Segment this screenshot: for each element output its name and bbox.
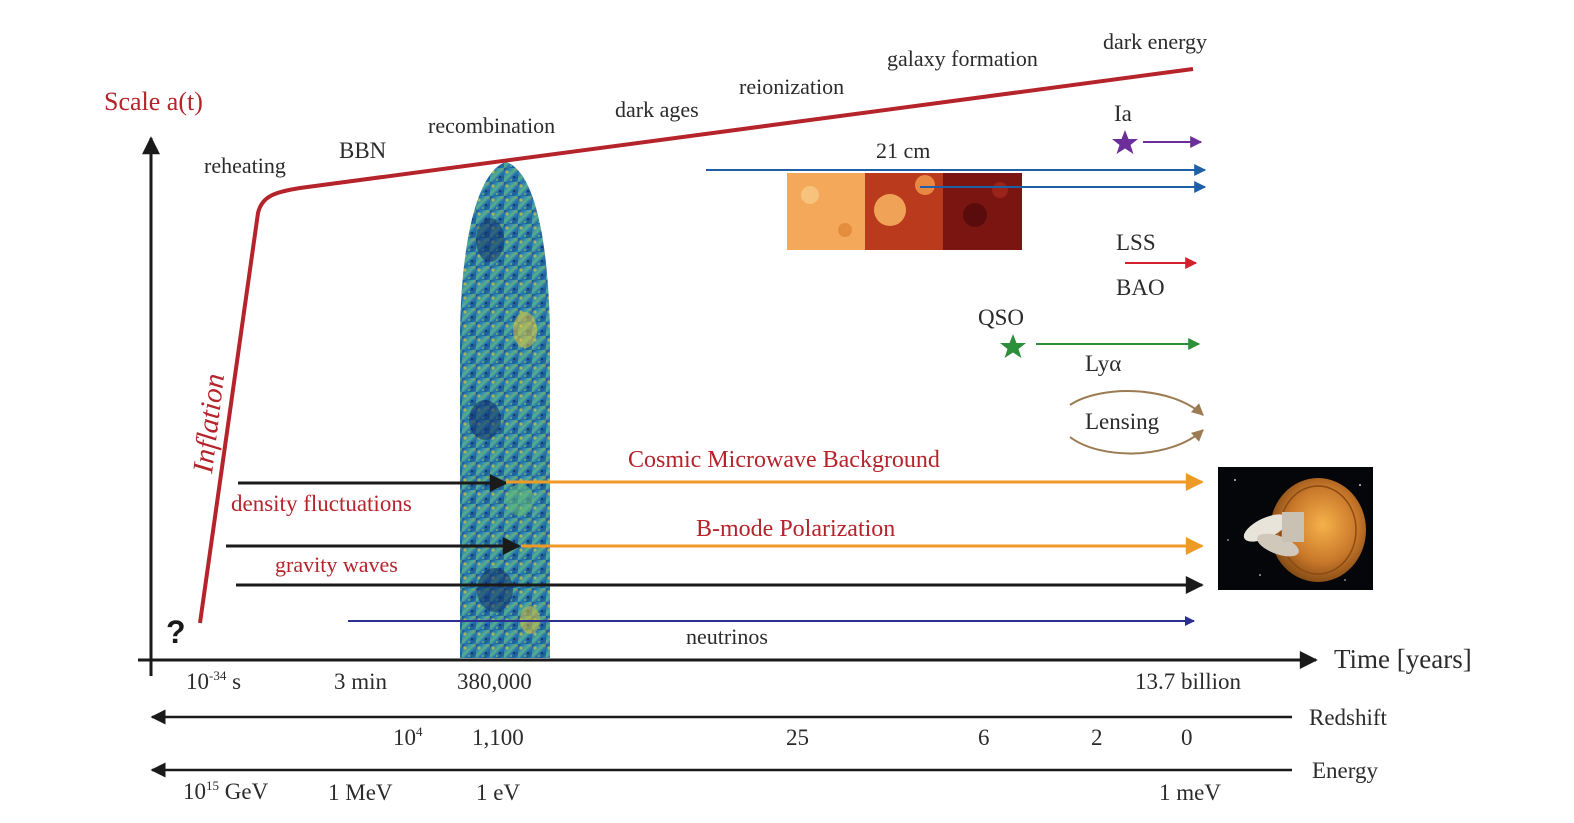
epoch-reionization: reionization bbox=[739, 74, 844, 99]
probe-gravity-label: gravity waves bbox=[275, 552, 398, 577]
probe-cmb-label: Cosmic Microwave Background bbox=[628, 447, 940, 473]
probe-21cm-label: 21 cm bbox=[876, 138, 930, 163]
epoch-galaxy-formation: galaxy formation bbox=[887, 46, 1038, 71]
energy-tick-ev: 1 eV bbox=[476, 780, 520, 805]
time-tick-planck: 10-34 s bbox=[186, 668, 241, 694]
probe-qso-label: QSO bbox=[978, 305, 1024, 330]
redshift-tick-0: 0 bbox=[1181, 725, 1193, 750]
time-tick-13-7-billion: 13.7 billion bbox=[1135, 669, 1242, 694]
energy-tick-mev: 1 MeV bbox=[328, 780, 393, 805]
time-tick-3min: 3 min bbox=[334, 669, 388, 694]
supernova-star-icon bbox=[1112, 130, 1138, 154]
redshift-tick-1100: 1,100 bbox=[472, 725, 524, 750]
energy-axis-label: Energy bbox=[1312, 758, 1379, 783]
scale-axis-label: Scale a(t) bbox=[104, 87, 203, 116]
redshift-tick-10e4: 104 bbox=[393, 724, 423, 750]
lensing-arrow-lower bbox=[1069, 429, 1204, 455]
time-tick-380000: 380,000 bbox=[457, 669, 532, 694]
question-mark: ? bbox=[166, 614, 186, 650]
21cm-simulation-image bbox=[787, 173, 1022, 250]
probe-ia-label: Ia bbox=[1114, 101, 1132, 126]
redshift-tick-25: 25 bbox=[786, 725, 809, 750]
probe-lss-label: LSS bbox=[1116, 230, 1156, 255]
redshift-tick-2: 2 bbox=[1091, 725, 1103, 750]
epoch-reheating: reheating bbox=[204, 153, 286, 178]
energy-tick-gev: 1015 GeV bbox=[183, 778, 269, 804]
probe-density-label: density fluctuations bbox=[231, 491, 412, 516]
cmb-sky-map-image bbox=[460, 162, 550, 658]
probe-lya-label: Lyα bbox=[1085, 351, 1121, 376]
probe-bao-label: BAO bbox=[1116, 275, 1165, 300]
epoch-dark-energy: dark energy bbox=[1103, 29, 1207, 54]
redshift-axis-label: Redshift bbox=[1309, 705, 1388, 730]
probe-bmode-label: B-mode Polarization bbox=[696, 516, 895, 542]
epoch-dark-ages: dark ages bbox=[615, 97, 699, 122]
time-axis-label: Time [years] bbox=[1334, 644, 1472, 674]
redshift-tick-6: 6 bbox=[978, 725, 990, 750]
lensing-arrow-upper bbox=[1069, 390, 1204, 416]
scale-factor-curve bbox=[198, 67, 1194, 624]
probe-neutrinos-label: neutrinos bbox=[686, 624, 768, 649]
quasar-star-icon bbox=[1000, 334, 1026, 358]
epoch-bbn: BBN bbox=[339, 138, 387, 163]
probe-lensing-label: Lensing bbox=[1085, 409, 1160, 434]
epoch-recombination: recombination bbox=[428, 113, 555, 138]
energy-tick-millielectronvolt: 1 meV bbox=[1159, 780, 1221, 805]
satellite-image bbox=[1218, 467, 1373, 590]
